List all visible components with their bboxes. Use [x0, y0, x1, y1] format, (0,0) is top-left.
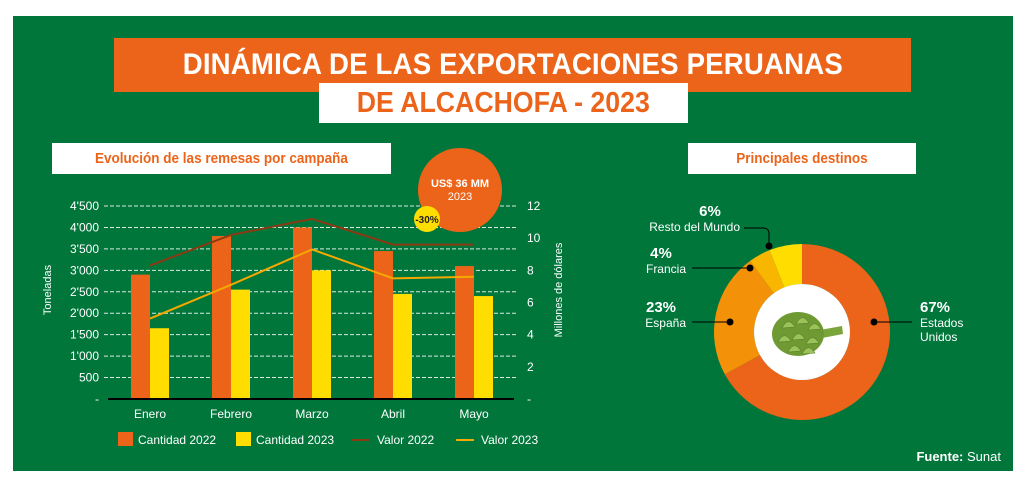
- source-note: Fuente: Sunat: [916, 449, 1001, 464]
- change-badge-text: -30%: [415, 215, 438, 226]
- y-tick-label-left: 3'500: [70, 242, 99, 256]
- y-tick-label-left: 4'000: [70, 220, 99, 234]
- callout-year: 2023: [448, 191, 472, 203]
- legend-swatch: [236, 432, 251, 446]
- artichoke-leaf: [781, 321, 796, 329]
- x-tick-label: Febrero: [210, 407, 252, 421]
- bar-cantidad-2023-abril: [393, 293, 412, 399]
- y-tick-label-right: 4: [527, 328, 534, 342]
- y-tick-label-left: 1'000: [70, 349, 99, 363]
- y-tick-label-left: -: [95, 392, 99, 406]
- bar-cantidad-2023-marzo: [312, 270, 331, 399]
- artichoke-leaf: [795, 317, 810, 325]
- pie-leader-dot: [870, 318, 878, 326]
- y-tick-label-right: 6: [527, 296, 534, 310]
- bar-cantidad-2023-mayo: [474, 296, 493, 399]
- x-tick-label: Marzo: [295, 407, 329, 421]
- legend-label: Valor 2022: [377, 433, 434, 447]
- y-tick-label-right: 12: [527, 199, 541, 213]
- bar-cantidad-2023-enero: [150, 328, 169, 399]
- bar-cantidad-2022-abril: [374, 251, 393, 399]
- legend-label: Cantidad 2023: [256, 433, 334, 447]
- artichoke-leaf: [787, 345, 802, 353]
- x-tick-label: Abril: [381, 407, 405, 421]
- pie-pct-label: 23%: [646, 299, 676, 316]
- total-callout-circle: [418, 148, 502, 232]
- pie-pct-label: 6%: [699, 203, 721, 220]
- pie-slice-label: Estados: [920, 316, 963, 330]
- pie-leader-dot: [746, 264, 754, 272]
- pie-leader-dot: [765, 242, 773, 250]
- bar-chart-title: Evolución de las remesas por campaña: [52, 143, 391, 174]
- source-label: Fuente:: [916, 449, 964, 464]
- callout-amount: US$ 36 MM: [431, 178, 489, 190]
- pie-slice-label: Francia: [646, 262, 686, 276]
- pie-leader-dot: [726, 318, 734, 326]
- legend-label: Cantidad 2022: [138, 433, 216, 447]
- y-axis-label-left: Toneladas: [42, 264, 54, 315]
- pie-pct-label: 4%: [650, 245, 672, 262]
- bar-cantidad-2022-febrero: [212, 236, 231, 399]
- pie-slice-españa: [714, 260, 774, 375]
- title-banner: DINÁMICA DE LAS EXPORTACIONES PERUANAS: [114, 38, 911, 92]
- y-tick-label-left: 4'500: [70, 199, 99, 213]
- artichoke-leaf: [777, 335, 792, 343]
- bar-cantidad-2022-mayo: [455, 266, 474, 399]
- y-tick-label-left: 2'500: [70, 285, 99, 299]
- subtitle-banner: DE ALCACHOFA - 2023: [319, 83, 688, 123]
- artichoke-leaf: [805, 337, 820, 345]
- artichoke-leaf: [791, 333, 806, 341]
- y-tick-label-right: 2: [527, 360, 534, 374]
- title-line-2: DE ALCACHOFA - 2023: [356, 87, 651, 119]
- title-line-1: DINÁMICA DE LAS EXPORTACIONES PERUANAS: [182, 48, 843, 81]
- y-tick-label-left: 3'000: [70, 263, 99, 277]
- pie-slice-resto-del-mundo: [769, 244, 802, 288]
- bar-cantidad-2022-marzo: [293, 227, 312, 399]
- pie-leader-line: [744, 227, 770, 246]
- pie-slice-francia: [750, 250, 785, 294]
- x-tick-label: Enero: [134, 407, 166, 421]
- artichoke-image: [772, 312, 843, 356]
- pie-slice-label: España: [645, 316, 686, 330]
- bar-cantidad-2023-febrero: [231, 289, 250, 399]
- artichoke-stem: [820, 326, 843, 338]
- pie-slice-label: Resto del Mundo: [649, 220, 740, 234]
- legend-label: Valor 2023: [481, 433, 538, 447]
- y-tick-label-right: -: [527, 392, 531, 406]
- artichoke-leaf: [801, 347, 816, 355]
- y-axis-label-right: Millones de dólares: [553, 242, 565, 337]
- pie-chart-title: Principales destinos: [688, 143, 916, 174]
- bar-cantidad-2022-enero: [131, 274, 150, 399]
- pie-slice-label: Unidos: [920, 330, 957, 344]
- artichoke-leaf: [807, 323, 822, 331]
- pie-slice-estados-unidos: [724, 244, 890, 421]
- x-tick-label: Mayo: [459, 407, 489, 421]
- y-tick-label-left: 2'000: [70, 306, 99, 320]
- source-value: Sunat: [967, 449, 1001, 464]
- legend-swatch: [118, 432, 133, 446]
- y-tick-label-right: 8: [527, 263, 534, 277]
- y-tick-label-left: 1'500: [70, 328, 99, 342]
- y-tick-label-right: 10: [527, 231, 541, 245]
- change-badge: [414, 206, 440, 232]
- pie-pct-label: 67%: [920, 299, 950, 316]
- y-tick-label-left: 500: [79, 371, 99, 385]
